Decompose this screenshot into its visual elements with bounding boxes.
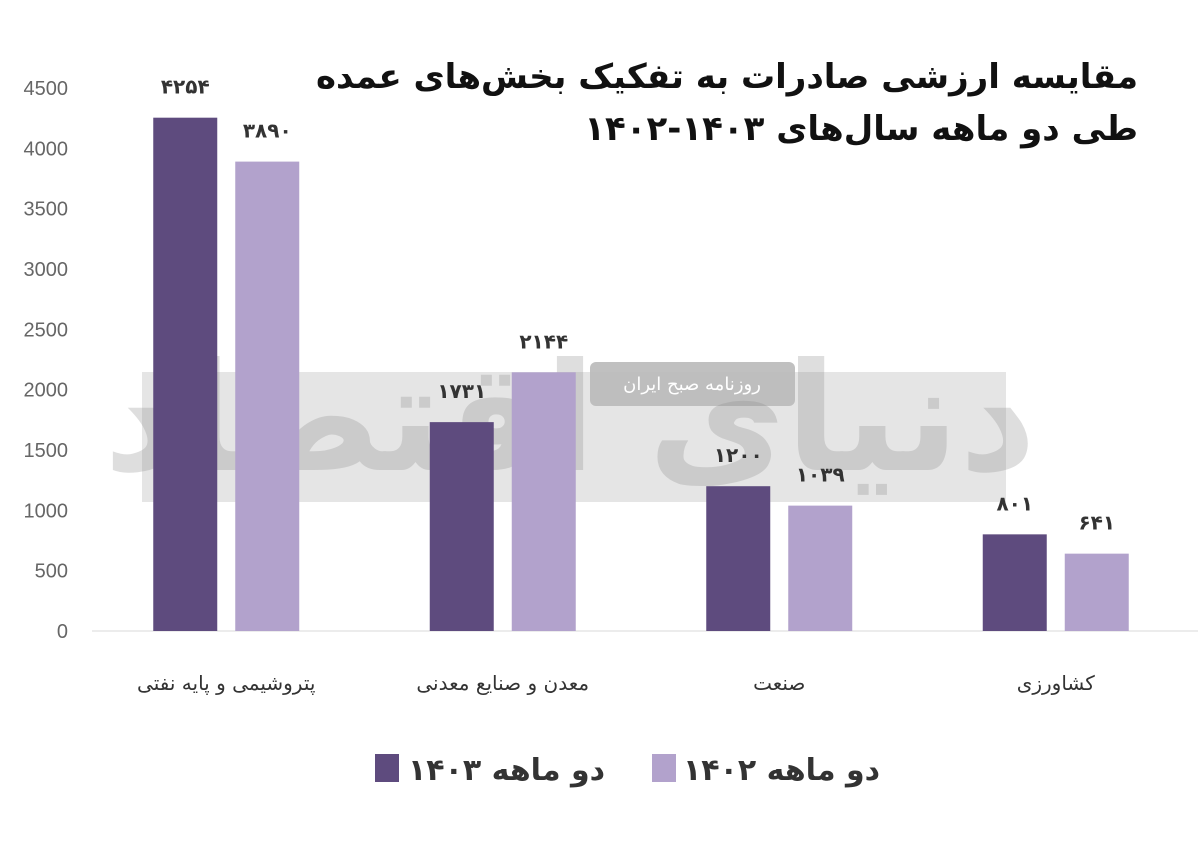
bar (153, 117, 218, 631)
y-axis: 0 500 1000 1500 2000 2500 3000 3500 4000 4500 (24, 78, 1198, 643)
y-tick-label: 4500 (24, 78, 69, 100)
legend-label: دو ماهه ۱۴۰۳ (408, 753, 605, 788)
bar (788, 505, 853, 631)
category-labels: پتروشیمی و پایه نفتی معدن و صنایع معدنی صن… (137, 671, 1095, 696)
chart-title: مقایسه ارزشی صادرات به تفکیک بخش‌های عمد… (316, 57, 1138, 149)
bar (235, 161, 300, 631)
y-tick-label: 500 (35, 561, 68, 583)
y-tick-label: 2000 (24, 380, 69, 402)
y-tick-label: 0 (57, 621, 68, 643)
category-label: پتروشیمی و پایه نفتی (137, 671, 315, 696)
bar (511, 372, 576, 631)
chart-title-line: طی دو ماهه سال‌های ۱۴۰۳-۱۴۰۲ (584, 109, 1138, 149)
legend-label: دو ماهه ۱۴۰۲ (683, 753, 880, 788)
data-label: ۶۴۱ (1078, 511, 1115, 535)
y-tick-label: 2500 (24, 319, 69, 341)
watermark-badge-text: روزنامه صبح ایران (623, 374, 761, 395)
data-label: ۱۰۳۹ (796, 463, 845, 487)
y-tick-label: 4000 (24, 138, 69, 160)
chart-title-line: مقایسه ارزشی صادرات به تفکیک بخش‌های عمد… (316, 57, 1138, 97)
bar (706, 486, 771, 631)
data-label: ۱۷۳۱ (437, 379, 486, 403)
legend-swatch (375, 754, 399, 782)
category-label: معدن و صنایع معدنی (416, 671, 589, 695)
legend-swatch (652, 754, 676, 782)
bar (1064, 553, 1129, 631)
category-label: کشاورزی (1017, 671, 1096, 695)
data-label: ۸۰۱ (996, 491, 1033, 515)
y-tick-label: 1000 (24, 500, 69, 522)
y-tick-label: 3500 (24, 199, 69, 221)
category-label: صنعت (753, 671, 805, 695)
bar (982, 534, 1047, 631)
bar (429, 422, 494, 631)
y-tick-label: 3000 (24, 259, 69, 281)
data-label: ۴۲۵۴ (161, 75, 210, 99)
data-labels: ۴۲۵۴ ۳۸۹۰ ۱۷۳۱ ۲۱۴۴ ۱۲۰۰ ۱۰۳۹ ۸۰۱ ۶۴۱ (161, 75, 1115, 535)
watermark-badge (590, 362, 795, 406)
legend: دو ماهه ۱۴۰۳ دو ماهه ۱۴۰۲ (375, 753, 880, 788)
data-label: ۳۸۹۰ (243, 119, 292, 143)
data-label: ۱۲۰۰ (714, 443, 763, 467)
bars (153, 117, 1129, 631)
y-tick-label: 1500 (24, 440, 69, 462)
data-label: ۲۱۴۴ (519, 329, 568, 353)
